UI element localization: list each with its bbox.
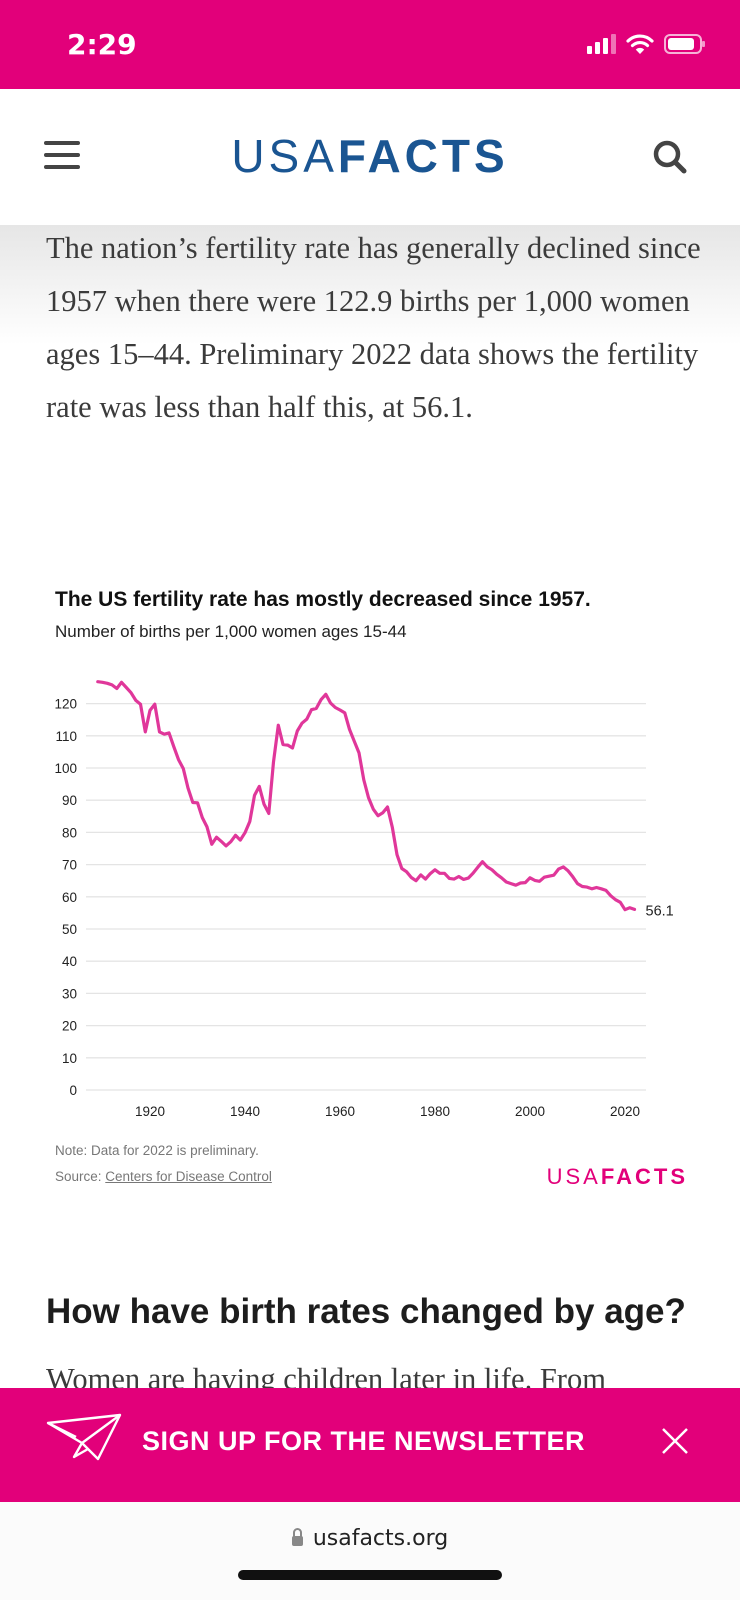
usafacts-logo[interactable]: USAFACTS [0,129,740,183]
x-tick-label: 1940 [230,1104,260,1119]
intro-paragraph: The nation’s fertility rate has generall… [46,231,701,424]
hamburger-icon [44,141,80,145]
mini-logo-usa: USA [546,1164,601,1189]
site-header: USAFACTS [0,89,740,225]
chart-note: Note: Data for 2022 is preliminary. [55,1143,259,1158]
chart-title: The US fertility rate has mostly decreas… [55,588,591,611]
chart-subtitle: Number of births per 1,000 women ages 15… [55,622,407,641]
y-tick-label: 30 [62,986,77,1001]
mini-logo-facts: FACTS [600,1164,688,1189]
y-tick-label: 120 [54,697,77,712]
y-tick-label: 90 [62,793,77,808]
y-tick-label: 20 [62,1019,77,1034]
wifi-icon [626,34,654,54]
newsletter-banner[interactable]: SIGN UP FOR THE NEWSLETTER [0,1388,740,1502]
search-icon[interactable] [652,139,688,175]
y-tick-label: 10 [62,1051,77,1066]
y-tick-label: 100 [54,761,77,776]
status-bar: 2:29 [0,0,740,89]
x-tick-label: 1920 [135,1104,165,1119]
lock-icon [291,1528,303,1546]
source-prefix: Source: [55,1169,106,1184]
logo-facts: FACTS [337,130,509,182]
url-text: usafacts.org [312,1526,449,1551]
url-display[interactable]: usafacts.org [0,1526,740,1551]
y-tick-label: 80 [62,825,77,840]
x-tick-label: 1960 [325,1104,355,1119]
header-shadow [0,225,740,345]
close-icon[interactable] [660,1426,690,1456]
fertility-line-chart: 0 10 20 30 40 50 60 70 80 90 100 110 120 1920 1940 1960… [54,680,674,1119]
y-tick-label: 40 [62,954,77,969]
home-indicator[interactable] [238,1570,502,1580]
section-heading: How have birth rates changed by age? [46,1292,686,1331]
menu-button[interactable] [44,141,80,169]
y-tick-label: 70 [62,858,77,873]
y-tick-label: 110 [55,729,77,744]
browser-url-bar[interactable]: usafacts.org [0,1502,740,1600]
chart-source: Source: Centers for Disease Control [55,1169,272,1184]
y-tick-label: 50 [62,922,77,937]
status-time: 2:29 [67,28,137,61]
y-tick-label: 60 [62,890,77,905]
chart-usafacts-logo: USAFACTS [547,1164,688,1190]
x-tick-label: 2020 [610,1104,640,1119]
cellular-signal-icon [587,34,616,54]
newsletter-label[interactable]: SIGN UP FOR THE NEWSLETTER [142,1426,586,1456]
x-tick-label: 2000 [515,1104,545,1119]
y-tick-label: 0 [69,1083,77,1098]
fertility-rate-line [96,680,637,912]
paper-plane-icon [46,1413,122,1461]
logo-usa: USA [231,130,338,182]
x-tick-label: 1980 [420,1104,450,1119]
battery-icon [664,34,705,54]
status-icons [587,33,705,55]
end-value-label: 56.1 [646,903,674,919]
source-link[interactable]: Centers for Disease Control [105,1169,272,1184]
